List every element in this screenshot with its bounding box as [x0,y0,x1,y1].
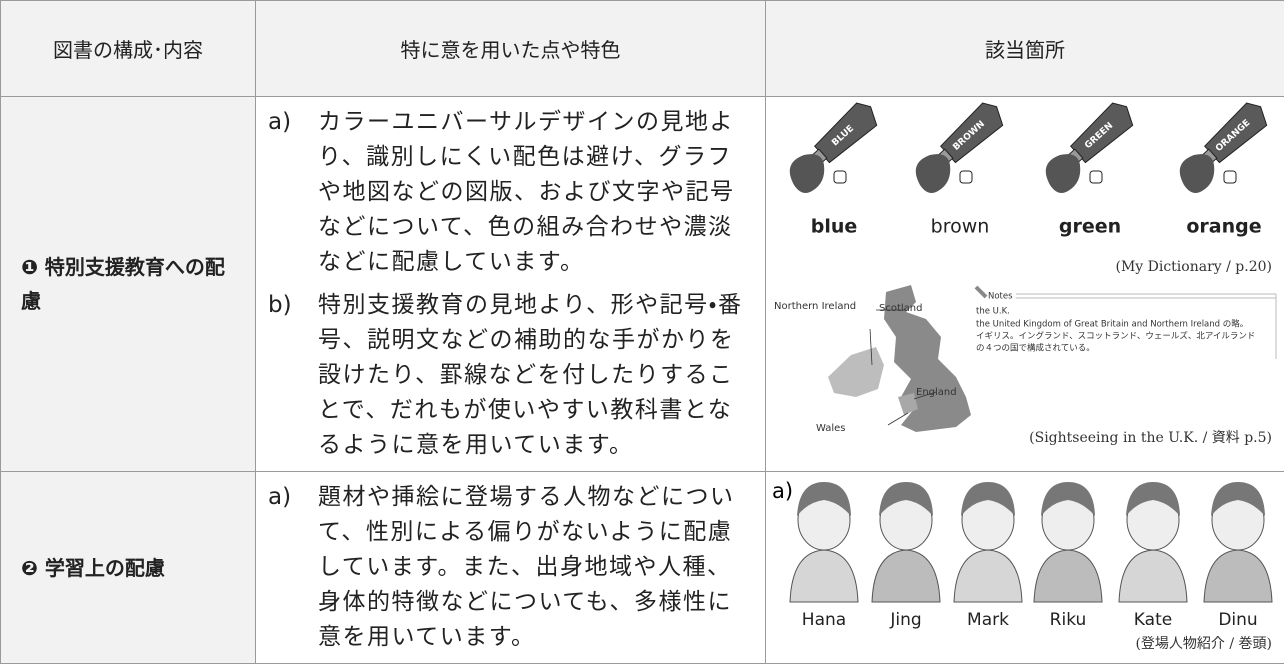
character-name: Mark [967,610,1009,630]
figure: a) (登場人物紹介 / 巻頭) Hana Jing Mark Riku Kate Din… [766,472,1284,655]
map-label: Northern Ireland [774,301,856,312]
map-label: England [916,387,957,398]
paint-blob [790,154,824,193]
points: a)題材や挿絵に登場する人物などについて、性別による偏りがないように配慮していま… [256,472,766,664]
header-row: 図書の構成･内容 特に意を用いた点や特色 該当箇所 [1,1,1284,97]
row: ❶ 特別支援教育への配慮 a)カラーユニバーサルデザインの見地より、識別しにくい… [1,97,1284,472]
tube-cap [960,171,972,183]
header-cell: 特に意を用いた点や特色 [256,1,766,97]
figure-cell: a) (登場人物紹介 / 巻頭) Hana Jing Mark Riku Kate Din… [766,472,1284,664]
caption: (登場人物紹介 / 巻頭) [1135,636,1272,652]
point-label: b) [268,288,318,463]
map-label: Wales [816,423,846,434]
point: b)特別支援教育の見地より、形や記号・番号、説明文などの補助的な手がかりを設けた… [268,288,755,463]
tube-cap [1090,171,1102,183]
map-label: Scotland [879,303,922,314]
character-name: Kate [1134,610,1172,630]
caption: (Sightseeing in the U.K. / 資料 p.5) [1029,430,1272,446]
header-cell: 図書の構成･内容 [1,1,256,97]
figure: Northern Ireland Scotland England Wales … [766,97,1284,465]
character-name: Hana [802,610,846,630]
character-body [1119,550,1187,602]
tube-cap [1224,171,1236,183]
point-label: a) [268,480,318,655]
point-label: a) [268,105,318,280]
character-body [790,550,858,602]
notes-line: the United Kingdom of Great Britain and … [976,319,1248,330]
pencil [976,287,986,297]
row: ❷ 学習上の配慮 a)題材や挿絵に登場する人物などについて、性別による偏りがない… [1,472,1284,664]
figure-label: a) [772,479,793,503]
point-text: 題材や挿絵に登場する人物などについて、性別による偏りがないように配慮しています。… [318,480,754,655]
map-ireland [828,347,884,397]
point: a)題材や挿絵に登場する人物などについて、性別による偏りがないように配慮していま… [268,480,755,655]
point-text: 特別支援教育の見地より、形や記号・番号、説明文などの補助的な手がかりを設けたり、… [318,288,754,463]
character-name: Dinu [1218,610,1257,630]
character-body [1204,550,1272,602]
caption: (My Dictionary / p.20) [1115,259,1272,275]
section: ❷ 学習上の配慮 [1,472,256,664]
figure-cell: Northern Ireland Scotland England Wales … [766,97,1284,472]
header-cell: 該当箇所 [766,1,1284,97]
character-name: Riku [1050,610,1087,630]
character-body [954,550,1022,602]
section: ❶ 特別支援教育への配慮 [1,97,256,472]
paint-blob [1046,154,1080,193]
tube-word: green [1059,216,1121,238]
tube-word: blue [811,216,858,238]
tube-word: brown [931,216,990,238]
tube-cap [834,171,846,183]
paint-blob [916,154,950,193]
character-body [1034,550,1102,602]
paint-blob [1180,154,1214,193]
notes-term: the U.K. [976,307,1010,317]
character-name: Jing [889,610,921,630]
notes-line: イギリス。イングランド、スコットランド、ウェールズ、北アイルランド [976,331,1255,342]
tube-word: orange [1186,216,1261,238]
point: a)カラーユニバーサルデザインの見地より、識別しにくい配色は避け、グラフや地図な… [268,105,755,280]
notes-line: の４つの国で構成されている。 [976,343,1095,354]
point-text: カラーユニバーサルデザインの見地より、識別しにくい配色は避け、グラフや地図などの… [318,105,754,280]
notes-heading: Notes [988,292,1013,302]
points: a)カラーユニバーサルデザインの見地より、識別しにくい配色は避け、グラフや地図な… [256,97,766,472]
character-body [872,550,940,602]
